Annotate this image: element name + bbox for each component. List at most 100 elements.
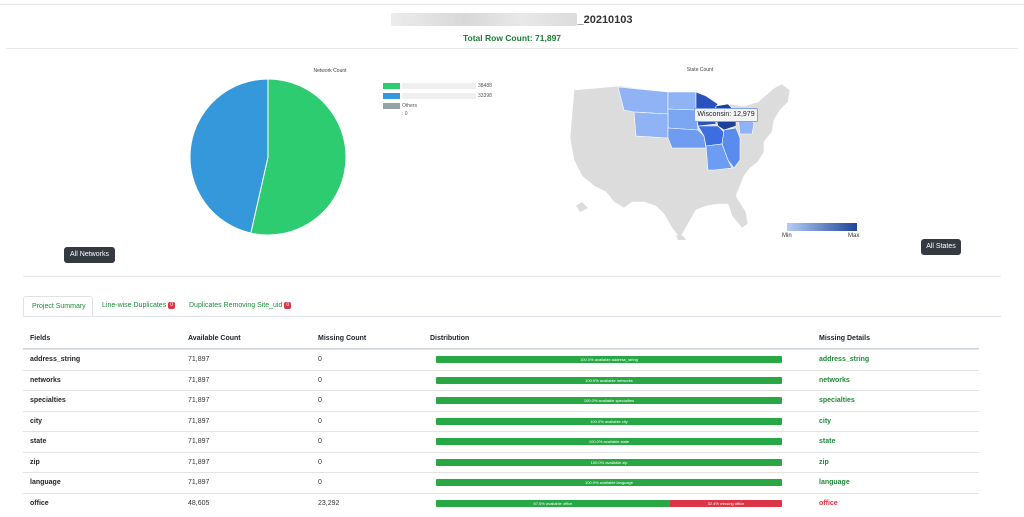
tab-label: Project Summary (32, 303, 86, 310)
missing-details-link[interactable]: zip (819, 458, 829, 466)
tab-badge: 0 (168, 302, 175, 309)
tab-underline (23, 316, 1001, 317)
pie-slice-0[interactable] (250, 78, 347, 236)
available-count: 71,897 (188, 479, 210, 486)
legend-swatch (383, 83, 400, 89)
field-name: state (30, 438, 47, 445)
distribution-bar: 67.6% available office 32.4% missing offi… (436, 499, 782, 507)
col-header-fields: Fields (30, 335, 51, 342)
missing-details-link[interactable]: city (819, 417, 832, 425)
tab-badge: 0 (284, 302, 292, 309)
missing-details-link[interactable]: office (819, 499, 838, 507)
col-header-missing: Missing Count (318, 335, 367, 342)
tab-line-wise-duplicates[interactable]: Line-wise Duplicates 0 (94, 296, 183, 316)
col-header-available: Available Count (188, 335, 241, 342)
missing-count: 0 (318, 417, 322, 425)
page-header: _20210103 (0, 11, 1024, 27)
field-name: city (30, 417, 43, 425)
missing-details-link[interactable]: state (819, 438, 836, 445)
pie-slice-1[interactable] (189, 78, 269, 234)
network-pie-chart (189, 78, 347, 236)
missing-count: 0 (318, 479, 322, 486)
legend-swatch (383, 93, 400, 99)
available-count: 71,897 (188, 417, 210, 425)
redacted-network-name (402, 93, 476, 99)
state-chart-title: State Count (686, 67, 714, 73)
available-segment: 100.0% available address_string (436, 356, 782, 363)
map-gradient-legend (787, 223, 857, 231)
section-divider (23, 276, 1001, 277)
available-segment: 100.0% available state (436, 438, 782, 445)
all-networks-button[interactable]: All Networks (64, 247, 115, 263)
table-row: state 71,897 0 100.0% available state state (23, 431, 979, 452)
network-chart-title: Network Count (313, 68, 347, 74)
field-name: zip (30, 458, 40, 466)
map-tooltip: Wisconsin: 12,979 (694, 108, 758, 122)
field-name: specialties (30, 397, 66, 404)
available-count: 71,897 (188, 397, 210, 404)
page-title: _20210103 (577, 13, 633, 26)
table-row: address_string 71,897 0 100.0% available ad… (23, 349, 979, 370)
tab-label: Duplicates Removing Site_uid (189, 302, 283, 309)
total-row-count: Total Row Count: 71,897 (462, 33, 562, 43)
legend-swatch (383, 103, 400, 109)
available-count: 71,897 (188, 458, 210, 466)
available-segment: 67.6% available office (436, 499, 670, 507)
legend-value: 38488 (478, 83, 492, 89)
available-count: 71,897 (188, 376, 210, 384)
table-row: networks 71,897 0 100.0% available networks… (23, 369, 979, 391)
missing-count: 0 (318, 458, 322, 466)
map-legend-max: Max (848, 233, 860, 239)
col-header-missing-details: Missing Details (819, 335, 870, 342)
state-wyoming[interactable] (633, 111, 669, 139)
field-name: language (30, 479, 61, 486)
hawaii-islands (676, 234, 686, 240)
available-count: 71,897 (188, 438, 210, 445)
missing-details-link[interactable]: address_string (819, 356, 870, 363)
missing-details-link[interactable]: language (819, 479, 850, 486)
missing-count: 0 (318, 376, 322, 384)
legend-label: Others : 0 (402, 103, 418, 117)
distribution-bar: 100.0% available state (436, 438, 782, 445)
all-states-button[interactable]: All States (921, 239, 961, 255)
distribution-bar: 100.0% available networks (436, 376, 782, 384)
summary-table: Fields Available Count Missing Count Dis… (23, 329, 979, 513)
available-segment: 100.0% available specialties (436, 397, 782, 404)
field-name: office (30, 499, 49, 507)
missing-count: 23,292 (318, 499, 340, 507)
available-count: 71,897 (188, 356, 210, 363)
missing-count: 0 (318, 438, 322, 445)
available-segment: 100.0% available city (436, 417, 782, 425)
top-divider (0, 4, 1024, 5)
header-divider (6, 48, 1018, 49)
state-north-dakota[interactable] (667, 91, 697, 111)
missing-segment: 32.4% missing office (669, 499, 782, 507)
field-name: address_string (30, 356, 81, 363)
table-header: Fields Available Count Missing Count Dis… (23, 329, 979, 349)
tab-project-summary[interactable]: Project Summary (23, 296, 93, 316)
missing-count: 0 (318, 397, 322, 404)
table-row: specialties 71,897 0 100.0% available speci… (23, 390, 979, 411)
available-segment: 100.0% available language (436, 479, 782, 486)
tab-duplicates-removing-site-uid[interactable]: Duplicates Removing Site_uid 0 (181, 296, 299, 316)
state-missouri[interactable] (705, 143, 733, 171)
distribution-bar: 100.0% available specialties (436, 397, 782, 404)
map-legend-min: Min (782, 233, 792, 239)
field-name: networks (30, 376, 61, 384)
missing-count: 0 (318, 356, 322, 363)
alaska-bits (576, 202, 588, 212)
redacted-project-name (391, 13, 578, 27)
redacted-network-name (402, 83, 476, 89)
distribution-bar: 100.0% available city (436, 417, 782, 425)
col-header-distribution: Distribution (430, 335, 470, 342)
missing-details-link[interactable]: networks (819, 376, 850, 384)
us-state-map[interactable] (568, 76, 808, 241)
table-row: language 71,897 0 100.0% available language… (23, 472, 979, 493)
available-count: 48,605 (188, 499, 210, 507)
tab-label: Line-wise Duplicates (102, 302, 167, 309)
table-row: office 48,605 23,292 67.6% available office… (23, 492, 979, 514)
distribution-bar: 100.0% available zip (436, 458, 782, 466)
legend-value: 33398 (478, 93, 492, 99)
state-montana[interactable] (617, 86, 669, 115)
missing-details-link[interactable]: specialties (819, 397, 855, 404)
